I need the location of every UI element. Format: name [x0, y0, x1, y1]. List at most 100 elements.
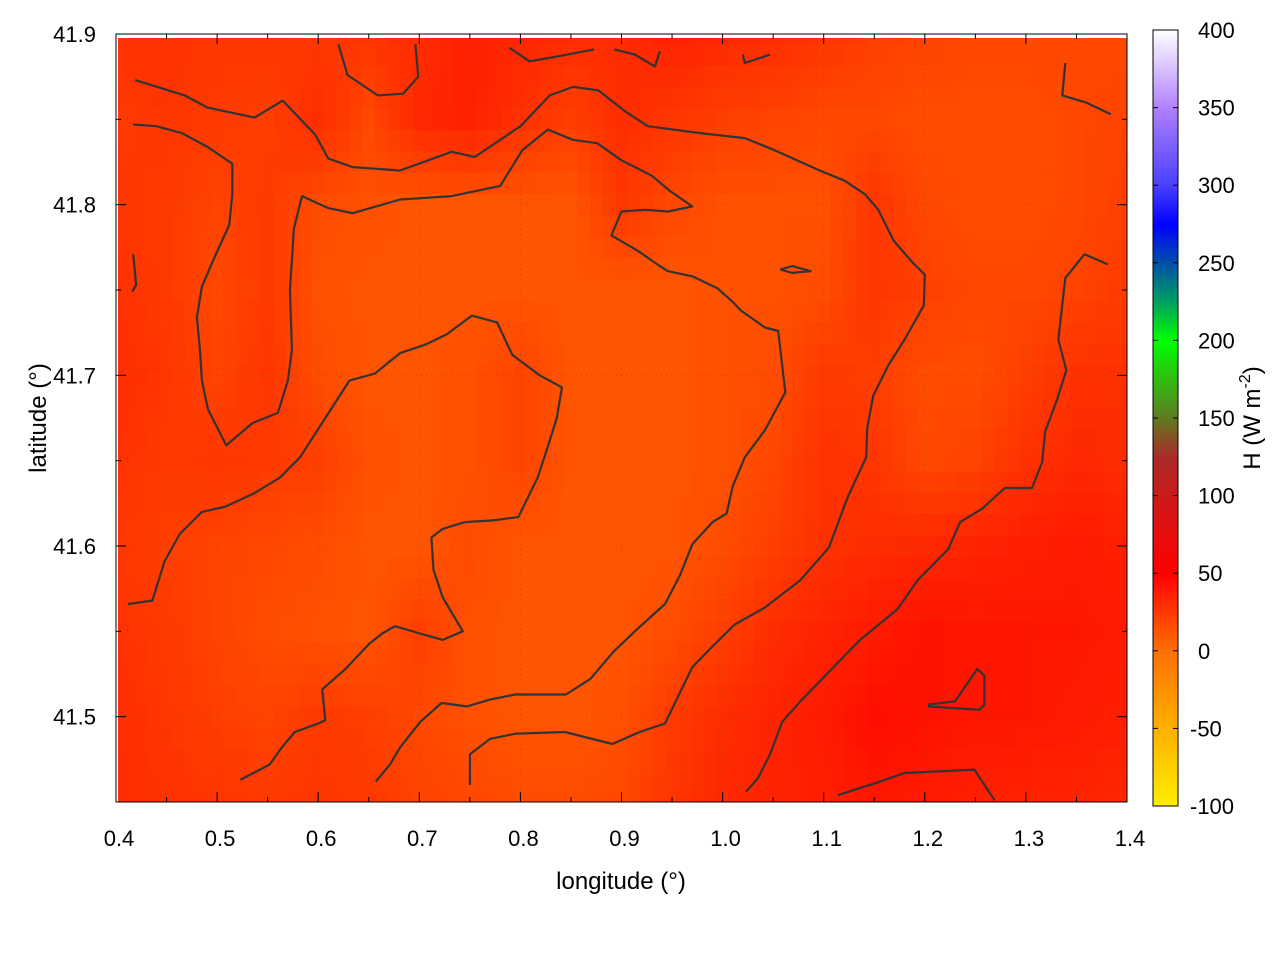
heatmap-cell — [526, 407, 540, 430]
colorbar-segment — [1153, 362, 1178, 366]
heatmap-cell — [665, 556, 679, 579]
heatmap-cell — [299, 770, 313, 792]
colorbar-segment — [1153, 622, 1178, 627]
heatmap-cell — [160, 172, 174, 195]
heatmap-cell — [1044, 684, 1059, 707]
heatmap-cell — [653, 620, 667, 643]
heatmap-cell — [236, 791, 250, 802]
heatmap-cell — [855, 322, 869, 344]
heatmap-cell — [236, 684, 250, 707]
heatmap-cell — [589, 428, 604, 451]
heatmap-cell — [1082, 770, 1096, 792]
colorbar-segment — [1153, 529, 1178, 534]
colorbar-segment — [1153, 343, 1178, 348]
heatmap-cell — [1108, 66, 1122, 88]
heatmap-cell — [842, 663, 856, 686]
heatmap-cell — [640, 258, 654, 280]
heatmap-cell — [741, 748, 755, 771]
heatmap-cell — [589, 748, 604, 771]
heatmap-cell — [867, 38, 882, 46]
heatmap-cell — [349, 236, 363, 259]
heatmap-cell — [413, 66, 427, 88]
heatmap-cell — [311, 258, 326, 280]
heatmap-cell — [450, 194, 465, 216]
heatmap-cell — [602, 706, 616, 728]
colorbar-segment — [1153, 427, 1178, 431]
heatmap-cell — [1019, 215, 1033, 238]
heatmap-cell — [147, 151, 161, 174]
heatmap-cell — [766, 236, 780, 259]
heatmap-cell — [918, 215, 932, 238]
heatmap-cell — [589, 343, 604, 366]
heatmap-cell — [589, 556, 604, 579]
heatmap-cell — [488, 194, 502, 216]
heatmap-cell — [931, 151, 945, 174]
heatmap-cell — [324, 300, 338, 323]
heatmap-cell — [488, 364, 502, 387]
heatmap-cell — [1120, 322, 1127, 344]
heatmap-cell — [185, 322, 199, 344]
heatmap-cell — [463, 706, 477, 728]
heatmap-cell — [969, 364, 983, 387]
heatmap-cell — [1108, 194, 1122, 216]
heatmap-cell — [943, 386, 957, 408]
heatmap-cell — [766, 38, 780, 46]
heatmap-cell — [703, 791, 717, 802]
heatmap-cell — [438, 684, 452, 707]
heatmap-cell — [223, 343, 237, 366]
heatmap-cell — [514, 706, 528, 728]
heatmap-cell — [248, 258, 262, 280]
heatmap-cell — [261, 407, 275, 430]
heatmap-cell — [1019, 386, 1033, 408]
colorbar-segment — [1153, 296, 1178, 301]
heatmap-cell — [337, 514, 351, 536]
heatmap-cell — [337, 66, 351, 88]
colorbar-segment — [1153, 554, 1178, 559]
heatmap-cell — [324, 343, 338, 366]
heatmap-cell — [804, 428, 818, 451]
heatmap-cell — [994, 300, 1008, 323]
heatmap-cell — [880, 450, 894, 472]
heatmap-cell — [564, 258, 578, 280]
heatmap-cell — [842, 279, 856, 302]
heatmap-cell — [741, 642, 755, 664]
heatmap-cell — [286, 578, 300, 600]
heatmap-cell — [526, 322, 540, 344]
heatmap-cell — [172, 130, 187, 152]
heatmap-cell — [1044, 258, 1059, 280]
heatmap-cell — [1006, 194, 1021, 216]
heatmap-cell — [1006, 642, 1021, 664]
heatmap-cell — [160, 258, 174, 280]
heatmap-cell — [236, 727, 250, 750]
heatmap-cell — [1082, 514, 1096, 536]
heatmap-cell — [994, 471, 1008, 494]
colorbar-segment — [1153, 563, 1178, 568]
heatmap-cell — [1095, 578, 1109, 600]
heatmap-cell — [602, 364, 616, 387]
heatmap-cell — [362, 492, 376, 515]
heatmap-cell — [804, 279, 818, 302]
heatmap-cell — [261, 514, 275, 536]
heatmap-cell — [741, 130, 755, 152]
heatmap-cell — [552, 428, 566, 451]
heatmap-cell — [766, 364, 780, 387]
heatmap-cell — [539, 514, 553, 536]
heatmap-cell — [324, 770, 338, 792]
heatmap-cell — [969, 322, 983, 344]
heatmap-cell — [274, 727, 288, 750]
heatmap-cell — [248, 620, 262, 643]
heatmap-cell — [564, 450, 578, 472]
heatmap-cell — [375, 407, 389, 430]
heatmap-cell — [653, 684, 667, 707]
heatmap-cell — [526, 38, 540, 46]
heatmap-cell — [362, 535, 376, 558]
heatmap-cell — [450, 87, 465, 110]
heatmap-cell — [160, 38, 174, 46]
heatmap-cell — [589, 38, 604, 46]
heatmap-cell — [1032, 66, 1046, 88]
heatmap-cell — [400, 386, 414, 408]
heatmap-cell — [1095, 322, 1109, 344]
heatmap-cell — [691, 364, 705, 387]
heatmap-cell — [387, 684, 401, 707]
heatmap-cell — [210, 215, 224, 238]
